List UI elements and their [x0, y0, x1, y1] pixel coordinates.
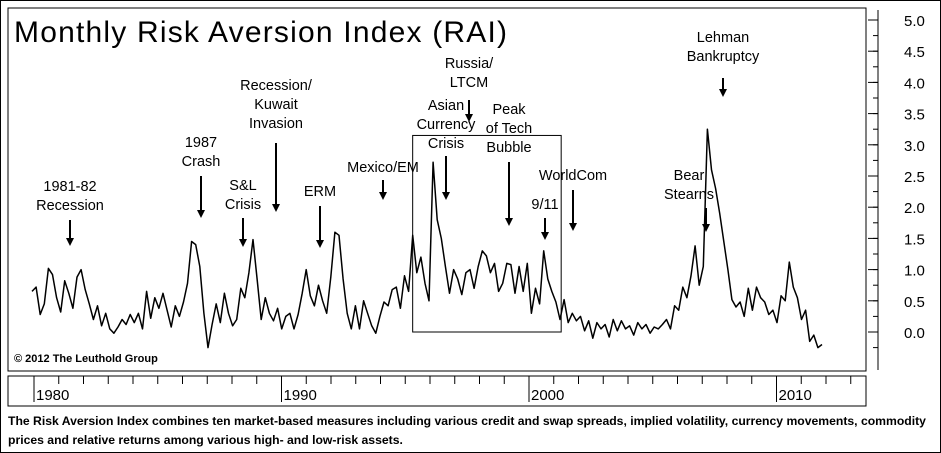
x-tick-label: 1980 — [36, 387, 69, 404]
chart-caption: The Risk Aversion Index combines ten mar… — [8, 414, 926, 447]
event-arrow-head — [66, 238, 74, 246]
y-tick-label: 4.0 — [904, 75, 925, 92]
event-arrow-head — [239, 239, 247, 247]
chart-title: Monthly Risk Aversion Index (RAI) — [14, 16, 508, 49]
y-tick-label: 0.0 — [904, 325, 925, 342]
event-annotation: Mexico/EM — [347, 160, 419, 200]
event-label: Peak of Tech Bubble — [486, 102, 533, 156]
event-label: Russia/LTCM — [445, 56, 494, 91]
event-label: Lehman Bankruptcy — [687, 30, 760, 65]
event-arrow-head — [702, 224, 710, 232]
event-label: Asian Currency Crisis — [417, 98, 477, 152]
event-annotation: S&L Crisis — [225, 178, 261, 247]
copyright-note: © 2012 The Leuthold Group — [14, 353, 158, 365]
y-tick-label: 2.5 — [904, 169, 925, 186]
y-tick-label: 1.0 — [904, 263, 925, 280]
event-label: Bear Stearns — [664, 168, 714, 203]
event-arrow-head — [569, 223, 577, 231]
event-label: S&L Crisis — [225, 178, 261, 213]
event-annotation: Peak of Tech Bubble — [486, 102, 533, 226]
event-annotation: Recession/Kuwait Invasion — [240, 78, 313, 212]
x-tick-label: 2010 — [779, 387, 812, 404]
event-arrow-head — [541, 232, 549, 240]
event-label: Recession/Kuwait Invasion — [240, 78, 313, 132]
event-annotation: ERM — [304, 184, 336, 248]
y-tick-label: 0.5 — [904, 294, 925, 311]
event-annotation: Russia/LTCM — [445, 56, 494, 122]
x-tick-label: 2000 — [531, 387, 564, 404]
event-arrow-head — [197, 210, 205, 218]
event-label: 9/11 — [531, 197, 558, 213]
event-label: WorldCom — [539, 168, 607, 184]
y-tick-label: 1.5 — [904, 231, 925, 248]
y-tick-label: 4.5 — [904, 44, 925, 61]
x-tick-label: 1990 — [284, 387, 317, 404]
event-arrow-head — [442, 192, 450, 200]
rai-series-line — [31, 128, 823, 349]
event-label: 1981-82 Recession — [36, 179, 104, 214]
event-annotation: Asian Currency Crisis — [417, 98, 477, 200]
event-annotation: WorldCom — [539, 168, 607, 231]
event-arrow-head — [505, 218, 513, 226]
event-annotation: 1987 Crash — [182, 135, 221, 218]
event-annotation: Lehman Bankruptcy — [687, 30, 760, 97]
event-arrow-head — [379, 192, 387, 200]
y-tick-label: 5.0 — [904, 13, 925, 30]
event-arrow-head — [272, 204, 280, 212]
event-label: ERM — [304, 184, 336, 200]
x-axis-strip — [7, 375, 867, 407]
event-label: Mexico/EM — [347, 160, 419, 176]
y-tick-label: 3.0 — [904, 138, 925, 155]
event-arrow-head — [719, 89, 727, 97]
event-annotation: Bear Stearns — [664, 168, 714, 232]
event-arrow-head — [465, 114, 473, 122]
highlight-box — [412, 134, 562, 333]
event-arrow-head — [316, 240, 324, 248]
y-tick-label: 3.5 — [904, 107, 925, 124]
plot-area — [7, 7, 867, 372]
y-tick-label: 2.0 — [904, 200, 925, 217]
event-annotation: 1981-82 Recession — [36, 179, 104, 246]
event-label: 1987 Crash — [182, 135, 221, 170]
event-annotation: 9/11 — [531, 197, 559, 240]
rai-line-chart: Monthly Risk Aversion Index (RAI) © 2012… — [7, 7, 925, 407]
